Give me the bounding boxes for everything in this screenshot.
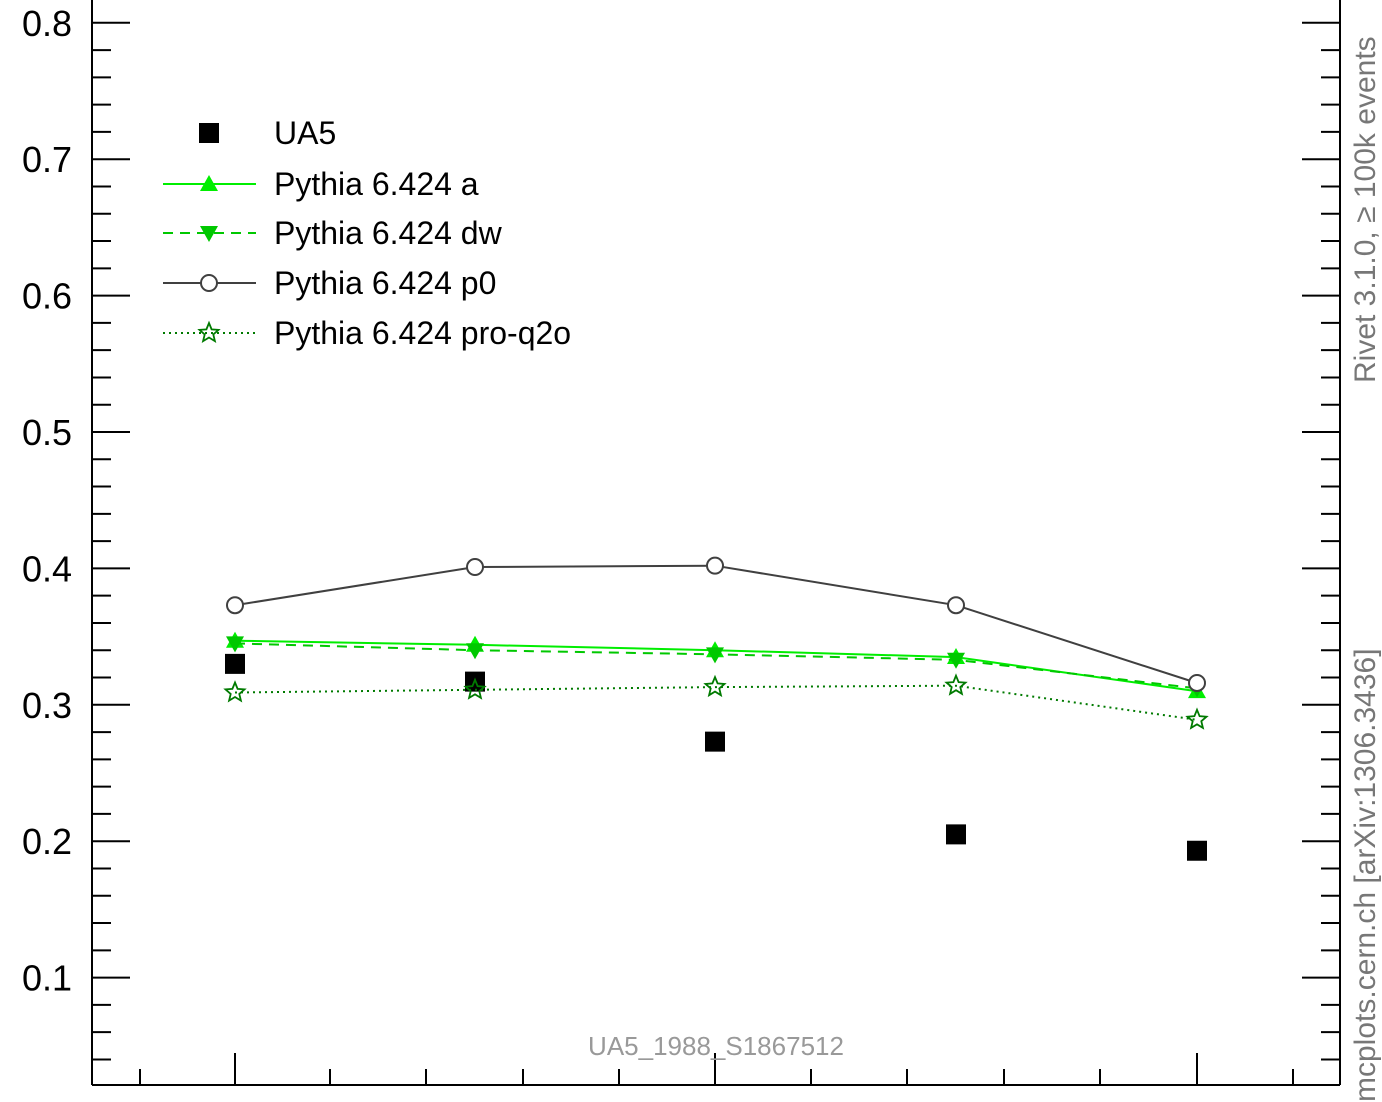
data-point xyxy=(947,652,965,669)
y-axis: 0.1 0.2 0.3 0.4 0.5 0.6 0.7 0.8 xyxy=(22,3,1340,1061)
analysis-watermark: UA5_1988_S1867512 xyxy=(588,1031,844,1061)
legend-entry: Pythia 6.424 dw xyxy=(163,215,503,251)
data-point xyxy=(223,680,247,703)
data-point xyxy=(463,677,487,700)
legend-marker xyxy=(197,320,221,343)
data-point xyxy=(706,556,724,575)
y-tick-label: 0.4 xyxy=(22,548,72,589)
y-tick-label: 0.7 xyxy=(22,139,72,180)
legend-entry: Pythia 6.424 p0 xyxy=(163,265,496,301)
y-tick-label: 0.3 xyxy=(22,685,72,726)
y-tick-label: 0.1 xyxy=(22,958,72,999)
y-tick-label: 0.8 xyxy=(22,3,72,44)
data-point xyxy=(944,673,968,696)
data-point xyxy=(1185,707,1209,730)
legend-label: Pythia 6.424 pro-q2o xyxy=(274,315,571,351)
y-tick-label: 0.6 xyxy=(22,276,72,317)
legend-marker xyxy=(200,226,218,242)
series-3 xyxy=(226,556,1206,692)
legend-entry: Pythia 6.424 a xyxy=(163,166,479,202)
series-2 xyxy=(226,636,1206,698)
data-point xyxy=(947,596,965,615)
side-text: Rivet 3.1.0, ≥ 100k events mcplots.cern.… xyxy=(1349,36,1382,1102)
legend-label: Pythia 6.424 a xyxy=(274,166,479,202)
data-point xyxy=(946,824,966,845)
legend-entry: Pythia 6.424 pro-q2o xyxy=(163,315,571,351)
data-point xyxy=(706,647,724,664)
series-group xyxy=(223,556,1209,861)
legend-marker xyxy=(200,175,218,191)
axes-frame xyxy=(91,0,1341,1086)
side-text-top: Rivet 3.1.0, ≥ 100k events xyxy=(1349,36,1382,383)
legend-marker xyxy=(199,123,219,143)
legend-label: Pythia 6.424 dw xyxy=(274,215,503,251)
y-tick-label: 0.2 xyxy=(22,821,72,862)
data-point xyxy=(466,558,484,577)
data-point xyxy=(226,636,244,653)
legend: UA5 Pythia 6.424 a Pythia 6.424 dw Pythia 6… xyxy=(163,115,571,351)
series-line xyxy=(234,564,1198,684)
data-point xyxy=(703,674,727,698)
data-point xyxy=(225,653,245,674)
data-point xyxy=(466,643,484,660)
x-axis xyxy=(139,1053,1294,1085)
legend-label: Pythia 6.424 p0 xyxy=(274,265,496,301)
data-point xyxy=(705,731,725,752)
series-4 xyxy=(223,673,1209,730)
data-point xyxy=(1187,840,1207,861)
side-text-bottom: mcplots.cern.ch [arXiv:1306.3436] xyxy=(1349,648,1382,1102)
series-0 xyxy=(225,653,1207,861)
y-tick-label: 0.5 xyxy=(22,412,72,453)
data-point xyxy=(226,596,244,615)
series-1 xyxy=(226,631,1206,699)
legend-marker xyxy=(200,274,218,292)
legend-entry: UA5 xyxy=(199,115,336,151)
series-line xyxy=(234,684,1198,721)
data-point xyxy=(1188,673,1206,692)
legend-label: UA5 xyxy=(274,115,336,151)
